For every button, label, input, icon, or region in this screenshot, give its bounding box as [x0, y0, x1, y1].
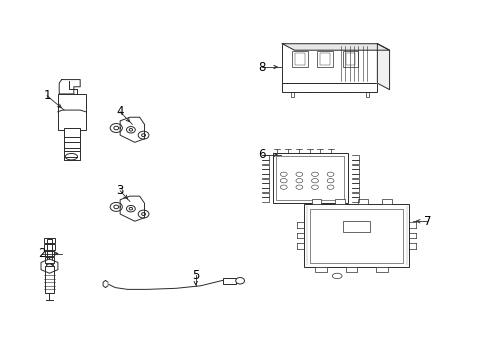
Ellipse shape: [110, 202, 122, 211]
Ellipse shape: [326, 185, 333, 189]
Ellipse shape: [295, 172, 302, 176]
Ellipse shape: [138, 210, 149, 218]
Ellipse shape: [126, 127, 135, 133]
Text: 5: 5: [192, 269, 199, 282]
Ellipse shape: [235, 278, 244, 284]
Bar: [334, 199, 344, 204]
Text: 2: 2: [39, 247, 46, 260]
Bar: [276, 156, 344, 201]
Text: 8: 8: [257, 60, 264, 73]
Bar: [44, 244, 55, 250]
Ellipse shape: [280, 179, 286, 183]
Ellipse shape: [331, 273, 341, 279]
Ellipse shape: [65, 153, 77, 160]
Bar: [381, 199, 391, 204]
Bar: [282, 44, 377, 83]
Ellipse shape: [129, 207, 132, 210]
Bar: [44, 266, 54, 293]
Bar: [375, 267, 387, 272]
Ellipse shape: [126, 206, 135, 212]
Bar: [45, 257, 54, 263]
Ellipse shape: [295, 185, 302, 189]
Text: 7: 7: [423, 215, 430, 228]
Bar: [45, 264, 53, 269]
Bar: [294, 53, 304, 65]
Bar: [311, 199, 321, 204]
Text: 6: 6: [257, 148, 265, 161]
Bar: [282, 83, 377, 92]
Ellipse shape: [295, 179, 302, 183]
Bar: [342, 51, 358, 67]
Ellipse shape: [142, 134, 145, 136]
Ellipse shape: [110, 123, 122, 132]
Bar: [315, 267, 326, 272]
Bar: [291, 51, 307, 67]
Bar: [345, 267, 357, 272]
Polygon shape: [282, 44, 389, 50]
Bar: [272, 153, 347, 203]
Polygon shape: [377, 44, 389, 90]
Ellipse shape: [280, 185, 286, 189]
Bar: [222, 278, 236, 284]
Text: 3: 3: [116, 184, 123, 197]
Bar: [345, 53, 355, 65]
Ellipse shape: [114, 205, 119, 209]
Bar: [58, 94, 86, 130]
Bar: [358, 199, 367, 204]
Text: 1: 1: [43, 89, 51, 102]
Ellipse shape: [138, 131, 149, 139]
Ellipse shape: [311, 172, 318, 176]
Bar: [64, 128, 80, 151]
Ellipse shape: [326, 172, 333, 176]
Ellipse shape: [280, 172, 286, 176]
Ellipse shape: [46, 264, 52, 268]
Text: 4: 4: [116, 105, 123, 118]
Ellipse shape: [129, 129, 132, 131]
Bar: [43, 238, 55, 243]
Ellipse shape: [311, 179, 318, 183]
Bar: [342, 221, 369, 232]
Bar: [309, 208, 403, 263]
Bar: [317, 51, 332, 67]
Bar: [320, 53, 329, 65]
Ellipse shape: [142, 213, 145, 216]
Bar: [304, 204, 408, 267]
Ellipse shape: [114, 126, 119, 130]
Ellipse shape: [311, 185, 318, 189]
Ellipse shape: [326, 179, 333, 183]
Bar: [44, 251, 54, 256]
